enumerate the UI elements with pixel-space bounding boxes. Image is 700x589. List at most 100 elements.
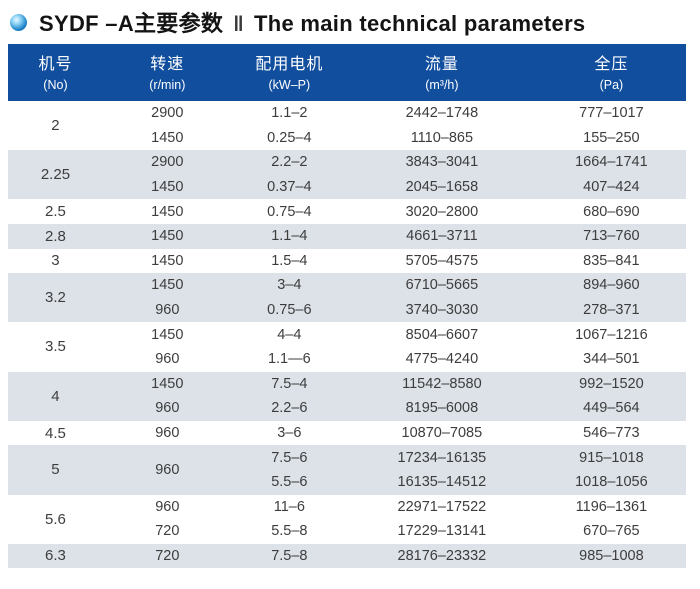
cell-pressure: 713–760: [536, 223, 686, 249]
table-row: 1450 0.25–4 1110–865 155–250: [8, 125, 686, 151]
cell-flow: 4661–3711: [346, 223, 537, 249]
cell-flow: 22971–17522: [346, 494, 537, 520]
cell-flow: 2442–1748: [346, 101, 537, 126]
cell-flow: 5705–4575: [346, 248, 537, 274]
cell-rpm: 960: [102, 445, 232, 495]
cell-motor: 0.75–6: [231, 297, 347, 323]
table-row: 960 2.2–6 8195–6008 449–564: [8, 396, 686, 421]
cell-motor: 2.2–6: [231, 396, 347, 421]
table-row: 2.25 2900 2.2–2 3843–3041 1664–1741: [8, 150, 686, 200]
cell-pressure: 155–250: [536, 125, 686, 151]
cell-motor: 0.37–4: [231, 174, 347, 200]
cell-pressure: 344–501: [536, 346, 686, 372]
column-header-zh: 全压: [594, 55, 629, 73]
cell-flow: 28176–23332: [346, 543, 537, 569]
cell-motor: 1.5–4: [231, 248, 347, 274]
cell-pressure: 777–1017: [536, 101, 686, 126]
column-header-zh: 转速: [150, 55, 185, 73]
column-header-unit: (Pa): [599, 77, 624, 92]
cell-no: 3.5: [8, 322, 103, 372]
page-title: SYDF –A主要参数 ‖ The main technical parameter…: [10, 7, 692, 37]
cell-flow: 6710–5665: [346, 273, 537, 298]
cell-flow: 16135–14512: [346, 469, 537, 495]
column-header-1: 转速 (r/min): [102, 44, 232, 101]
cell-pressure: 1196–1361: [536, 494, 686, 520]
cell-flow: 8504–6607: [346, 322, 537, 347]
column-header-2: 配用电机 (kW–P): [231, 44, 347, 101]
cell-flow: 17234–16135: [346, 445, 537, 470]
table-row: 6.3 720 7.5–8 28176–23332 985–1008: [8, 543, 686, 569]
cell-motor: 0.25–4: [231, 125, 347, 151]
cell-pressure: 407–424: [536, 174, 686, 200]
cell-rpm: 2900: [102, 150, 232, 175]
table-row: 5 960 7.5–6 17234–16135 915–1018: [8, 445, 686, 495]
column-header-zh: 配用电机: [255, 55, 324, 73]
cell-pressure: 546–773: [536, 420, 686, 446]
cell-pressure: 449–564: [536, 396, 686, 421]
column-header-0: 机号 (No): [8, 44, 103, 101]
cell-rpm: 1450: [102, 273, 232, 298]
cell-rpm: 960: [102, 494, 232, 520]
cell-pressure: 985–1008: [536, 543, 686, 569]
cell-flow: 1110–865: [346, 125, 537, 151]
cell-motor: 7.5–6: [231, 445, 347, 470]
table-row: 720 5.5–8 17229–13141 670–765: [8, 519, 686, 544]
cell-motor: 5.5–6: [231, 469, 347, 495]
cell-motor: 1.1—6: [231, 346, 347, 372]
cell-motor: 1.1–4: [231, 223, 347, 249]
cell-rpm: 1450: [102, 248, 232, 274]
cell-rpm: 960: [102, 297, 232, 323]
table-row: 960 0.75–6 3740–3030 278–371: [8, 297, 686, 323]
table-row: 4.5 960 3–6 10870–7085 546–773: [8, 420, 686, 446]
cell-rpm: 720: [102, 543, 232, 569]
cell-flow: 3020–2800: [346, 199, 537, 224]
cell-pressure: 278–371: [536, 297, 686, 323]
cell-pressure: 835–841: [536, 248, 686, 274]
cell-motor: 2.2–2: [231, 150, 347, 175]
column-header-zh: 机号: [38, 55, 73, 73]
parameters-table: 机号 (No) 转速 (r/min) 配用电机 (kW–P) 流量 (m³/h) 全压 (Pa) …: [8, 44, 686, 569]
cell-motor: 11–6: [231, 494, 347, 520]
table-row: 3 1450 1.5–4 5705–4575 835–841: [8, 248, 686, 274]
cell-flow: 8195–6008: [346, 396, 537, 421]
table-row: 2.8 1450 1.1–4 4661–3711 713–760: [8, 223, 686, 249]
cell-no: 2.5: [8, 199, 103, 224]
column-header-unit: (kW–P): [268, 77, 311, 92]
title-en: The main technical parameters: [253, 11, 586, 36]
cell-no: 2.8: [8, 223, 103, 249]
cell-motor: 5.5–8: [231, 519, 347, 544]
cell-flow: 3843–3041: [346, 150, 537, 175]
cell-no: 5: [8, 445, 103, 495]
page-title-text: SYDF –A主要参数 ‖ The main technical parameter…: [39, 6, 585, 38]
cell-motor: 0.75–4: [231, 199, 347, 224]
table-row: 960 1.1—6 4775–4240 344–501: [8, 346, 686, 372]
column-header-4: 全压 (Pa): [536, 44, 686, 101]
cell-pressure: 992–1520: [536, 371, 686, 397]
cell-flow: 2045–1658: [346, 174, 537, 200]
cell-no: 2.25: [8, 150, 103, 200]
table-row: 4 1450 7.5–4 11542–8580 992–1520: [8, 371, 686, 421]
cell-rpm: 960: [102, 420, 232, 446]
table-row: 3.2 1450 3–4 6710–5665 894–960: [8, 273, 686, 323]
column-header-3: 流量 (m³/h): [346, 44, 537, 101]
table-row: 3.5 1450 4–4 8504–6607 1067–1216: [8, 322, 686, 372]
cell-no: 5.6: [8, 494, 103, 544]
table-body: 2 2900 1.1–2 2442–1748 777–1017 1450 0.25–4 111…: [8, 101, 686, 569]
cell-pressure: 1018–1056: [536, 469, 686, 495]
cell-pressure: 1067–1216: [536, 322, 686, 347]
cell-rpm: 960: [102, 396, 232, 421]
column-header-unit: (No): [43, 77, 68, 92]
cell-pressure: 680–690: [536, 199, 686, 224]
cell-rpm: 1450: [102, 199, 232, 224]
table-row: 5.6 960 11–6 22971–17522 1196–1361: [8, 494, 686, 544]
cell-motor: 3–6: [231, 420, 347, 446]
cell-flow: 17229–13141: [346, 519, 537, 544]
cell-rpm: 1450: [102, 125, 232, 151]
cell-flow: 10870–7085: [346, 420, 537, 446]
cell-rpm: 1450: [102, 371, 232, 397]
title-zh: SYDF –A主要参数: [39, 11, 224, 36]
table-row: 5.5–6 16135–14512 1018–1056: [8, 469, 686, 495]
blue-sphere-bullet-icon: [10, 13, 27, 31]
cell-flow: 11542–8580: [346, 371, 537, 397]
table-row: 2.5 1450 0.75–4 3020–2800 680–690: [8, 199, 686, 224]
